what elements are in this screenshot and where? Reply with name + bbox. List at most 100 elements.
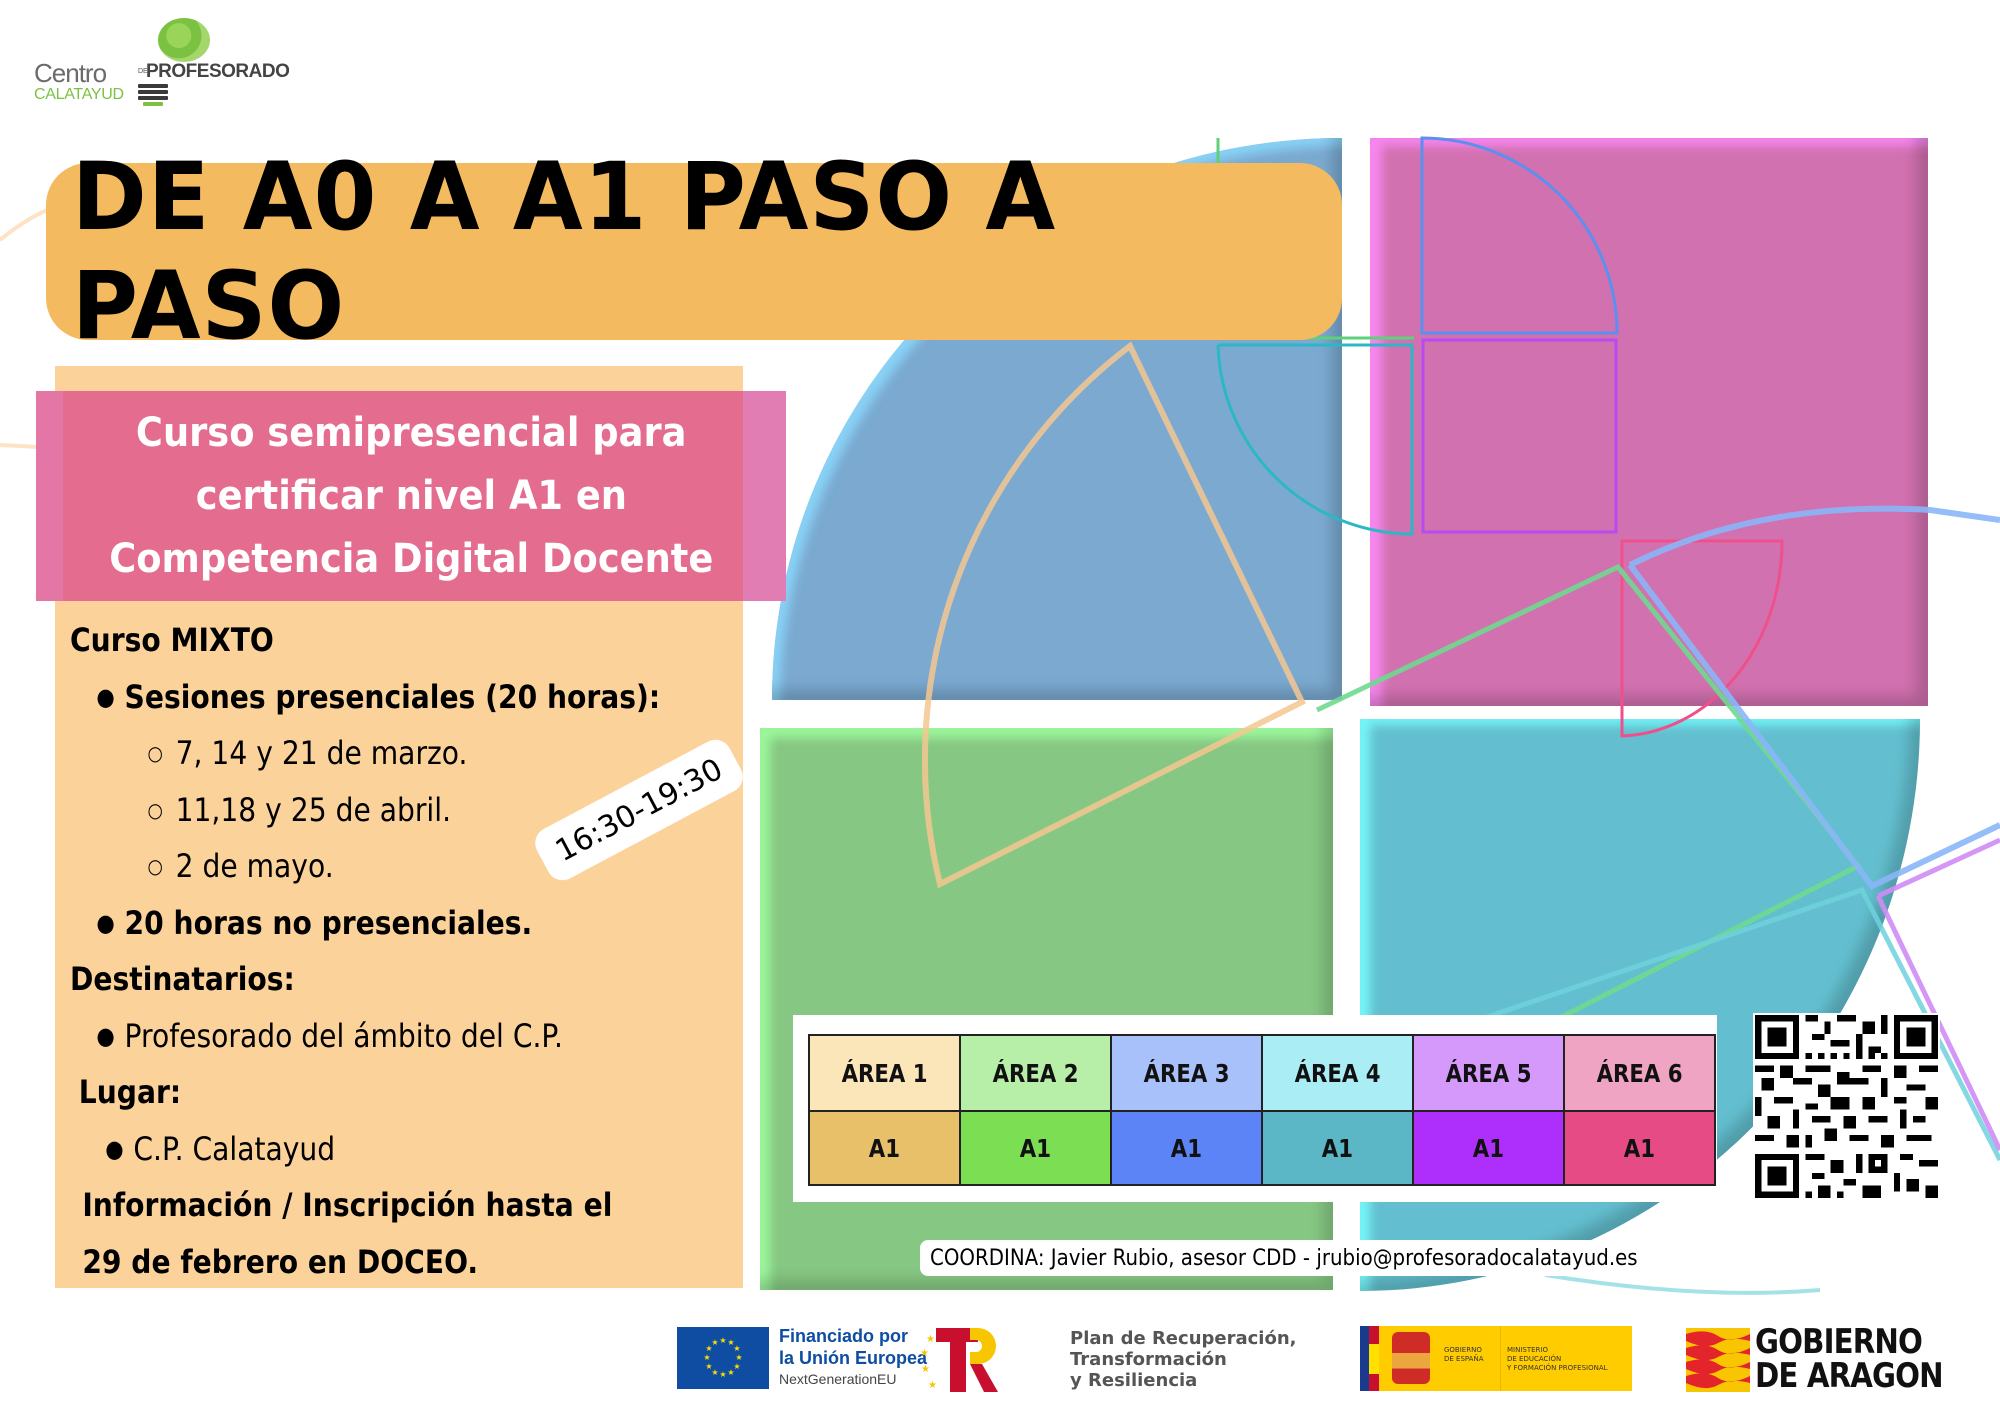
sessions-label: Sesiones presenciales (20 horas): bbox=[124, 677, 661, 716]
date-text: 11,18 y 25 de abril. bbox=[175, 790, 452, 829]
bullet-icon: ● bbox=[105, 1134, 124, 1163]
areas-table-panel: ÁREA 1 ÁREA 2 ÁREA 3 ÁREA 4 ÁREA 5 ÁREA … bbox=[793, 1015, 1717, 1202]
subtitle: Curso semipresencial para certificar niv… bbox=[36, 391, 786, 601]
areas-header-row: ÁREA 1 ÁREA 2 ÁREA 3 ÁREA 4 ÁREA 5 ÁREA … bbox=[808, 1034, 1716, 1112]
area-2-header: ÁREA 2 bbox=[959, 1034, 1112, 1112]
sessions-item: ● Sesiones presenciales (20 horas): bbox=[70, 669, 668, 726]
title-banner: DE A0 A A1 PASO A PASO bbox=[46, 143, 1342, 361]
cell-text: A1 bbox=[1472, 1133, 1505, 1163]
subtitle-box: Curso semipresencial para certificar niv… bbox=[36, 391, 786, 601]
subtitle-line-3: Competencia Digital Docente bbox=[108, 535, 714, 582]
areas-table: ÁREA 1 ÁREA 2 ÁREA 3 ÁREA 4 ÁREA 5 ÁREA … bbox=[808, 1034, 1716, 1186]
cell-text: A1 bbox=[1321, 1133, 1354, 1163]
cell-text: ÁREA 3 bbox=[1143, 1058, 1230, 1088]
page-title: DE A0 A A1 PASO A PASO bbox=[71, 142, 1057, 361]
date-item-2: ○ 11,18 y 25 de abril. bbox=[70, 782, 668, 839]
qr-code[interactable] bbox=[1753, 1013, 1940, 1200]
bullet-icon: ● bbox=[96, 682, 115, 711]
registration-line-2: 29 de febrero en DOCEO. bbox=[82, 1242, 479, 1281]
area-6-header: ÁREA 6 bbox=[1563, 1034, 1716, 1112]
bullet-icon: ● bbox=[96, 1021, 115, 1050]
area-1-header: ÁREA 1 bbox=[808, 1034, 961, 1112]
svg-text:★: ★ bbox=[705, 1344, 712, 1353]
gov-line-2: DE ESPAÑA bbox=[1444, 1355, 1484, 1363]
centro-profesorado-logo: Centro DE PROFESORADO CALATAYUD bbox=[34, 18, 294, 108]
cell-text: ÁREA 2 bbox=[992, 1058, 1079, 1088]
areas-level-row: A1 A1 A1 A1 A1 A1 bbox=[808, 1110, 1716, 1186]
cell-text: ÁREA 1 bbox=[841, 1058, 928, 1088]
svg-text:★: ★ bbox=[920, 1348, 929, 1359]
area-4-level: A1 bbox=[1261, 1110, 1414, 1186]
cell-text: A1 bbox=[868, 1133, 901, 1163]
svg-text:★: ★ bbox=[703, 1353, 710, 1362]
spain-flag-stripe-yellow bbox=[1369, 1344, 1379, 1374]
subtitle-line-2: certificar nivel A1 en bbox=[195, 472, 627, 519]
recovery-line-1: Plan de Recuperación, bbox=[1070, 1328, 1297, 1349]
logo-de-text: DE bbox=[138, 68, 148, 75]
gov-line-1: GOBIERNO bbox=[1444, 1346, 1482, 1354]
aragon-line-1: GOBIERNO bbox=[1755, 1322, 1923, 1362]
cell-text: ÁREA 4 bbox=[1294, 1058, 1381, 1088]
ministry-text: MINISTERIO DE EDUCACIÓN Y FORMACIÓN PROF… bbox=[1507, 1346, 1608, 1373]
audience-text: Profesorado del ámbito del C.P. bbox=[124, 1016, 563, 1055]
logo-calatayud-text: CALATAYUD bbox=[34, 86, 124, 103]
svg-text:★: ★ bbox=[921, 1364, 930, 1375]
subtitle-line-1: Curso semipresencial para bbox=[135, 409, 687, 456]
cell-text: A1 bbox=[1623, 1133, 1656, 1163]
date-item-1: ○ 7, 14 y 21 de marzo. bbox=[70, 725, 668, 782]
eu-stars-icon: ★ ★★★ ★★★★ ★★★★ bbox=[703, 1336, 742, 1379]
area-3-level: A1 bbox=[1110, 1110, 1263, 1186]
cell-text: ÁREA 6 bbox=[1596, 1058, 1683, 1088]
online-hours-text: 20 horas no presenciales. bbox=[124, 903, 533, 942]
recovery-line-3: y Resiliencia bbox=[1070, 1370, 1198, 1391]
eu-line-1: Financiado por bbox=[779, 1326, 909, 1346]
ministry-line-2: DE EDUCACIÓN bbox=[1507, 1355, 1562, 1363]
area-2-level: A1 bbox=[959, 1110, 1112, 1186]
recovery-line-2: Transformación bbox=[1070, 1349, 1227, 1370]
svg-text:★: ★ bbox=[926, 1334, 935, 1345]
eu-line-3: NextGenerationEU bbox=[779, 1371, 897, 1387]
online-hours-item: ● 20 horas no presenciales. bbox=[70, 895, 668, 952]
cell-text: A1 bbox=[1170, 1133, 1203, 1163]
cell-text: ÁREA 5 bbox=[1445, 1058, 1532, 1088]
svg-text:★: ★ bbox=[705, 1362, 712, 1371]
decorative-magenta-square bbox=[1370, 138, 1928, 706]
audience-item: ● Profesorado del ámbito del C.P. bbox=[70, 1008, 668, 1065]
people-globe-icon bbox=[158, 18, 210, 62]
bullet-icon: ● bbox=[96, 908, 115, 937]
area-5-header: ÁREA 5 bbox=[1412, 1034, 1565, 1112]
subtitle-box-edge bbox=[743, 391, 786, 601]
logo-centro-text: Centro bbox=[34, 58, 107, 88]
cell-text: A1 bbox=[1019, 1133, 1052, 1163]
logo-profesorado-text: PROFESORADO bbox=[146, 61, 290, 82]
course-details: Curso MIXTO ● Sesiones presenciales (20 h… bbox=[70, 612, 750, 1290]
svg-text:★: ★ bbox=[719, 1336, 726, 1345]
ministry-line-1: MINISTERIO bbox=[1507, 1346, 1548, 1354]
place-item: ● C.P. Calatayud bbox=[70, 1121, 668, 1178]
area-4-header: ÁREA 4 bbox=[1261, 1034, 1414, 1112]
qr-code-icon bbox=[1755, 1015, 1938, 1198]
hollow-bullet-icon: ○ bbox=[147, 854, 163, 878]
eu-funding-text: Financiado por la Unión Europea NextGene… bbox=[779, 1325, 927, 1389]
svg-text:★: ★ bbox=[733, 1362, 740, 1371]
area-1-level: A1 bbox=[808, 1110, 961, 1186]
svg-text:★: ★ bbox=[727, 1338, 734, 1347]
svg-text:★: ★ bbox=[735, 1353, 742, 1362]
svg-text:★: ★ bbox=[727, 1368, 734, 1377]
registration-line-1: Información / Inscripción hasta el bbox=[82, 1186, 613, 1224]
modality-heading: Curso MIXTO bbox=[70, 621, 274, 659]
recovery-plan-tr-icon: ★ ★ ★ ★ bbox=[920, 1328, 998, 1392]
aragon-line-2: DE ARAGON bbox=[1755, 1356, 1944, 1396]
area-5-level: A1 bbox=[1412, 1110, 1565, 1186]
coordinator-text: COORDINA: Javier Rubio, asesor CDD - jru… bbox=[930, 1245, 1638, 1271]
recovery-plan-text: Plan de Recuperación, Transformación y R… bbox=[1070, 1328, 1296, 1391]
audience-heading: Destinatarios: bbox=[70, 960, 295, 998]
date-text: 2 de mayo. bbox=[175, 847, 334, 885]
date-text: 7, 14 y 21 de marzo. bbox=[175, 734, 468, 772]
coat-of-arms-icon bbox=[1392, 1332, 1430, 1384]
area-6-level: A1 bbox=[1563, 1110, 1716, 1186]
ministry-line-3: Y FORMACIÓN PROFESIONAL bbox=[1507, 1364, 1608, 1372]
divider bbox=[1500, 1326, 1501, 1391]
svg-text:★: ★ bbox=[711, 1368, 718, 1377]
